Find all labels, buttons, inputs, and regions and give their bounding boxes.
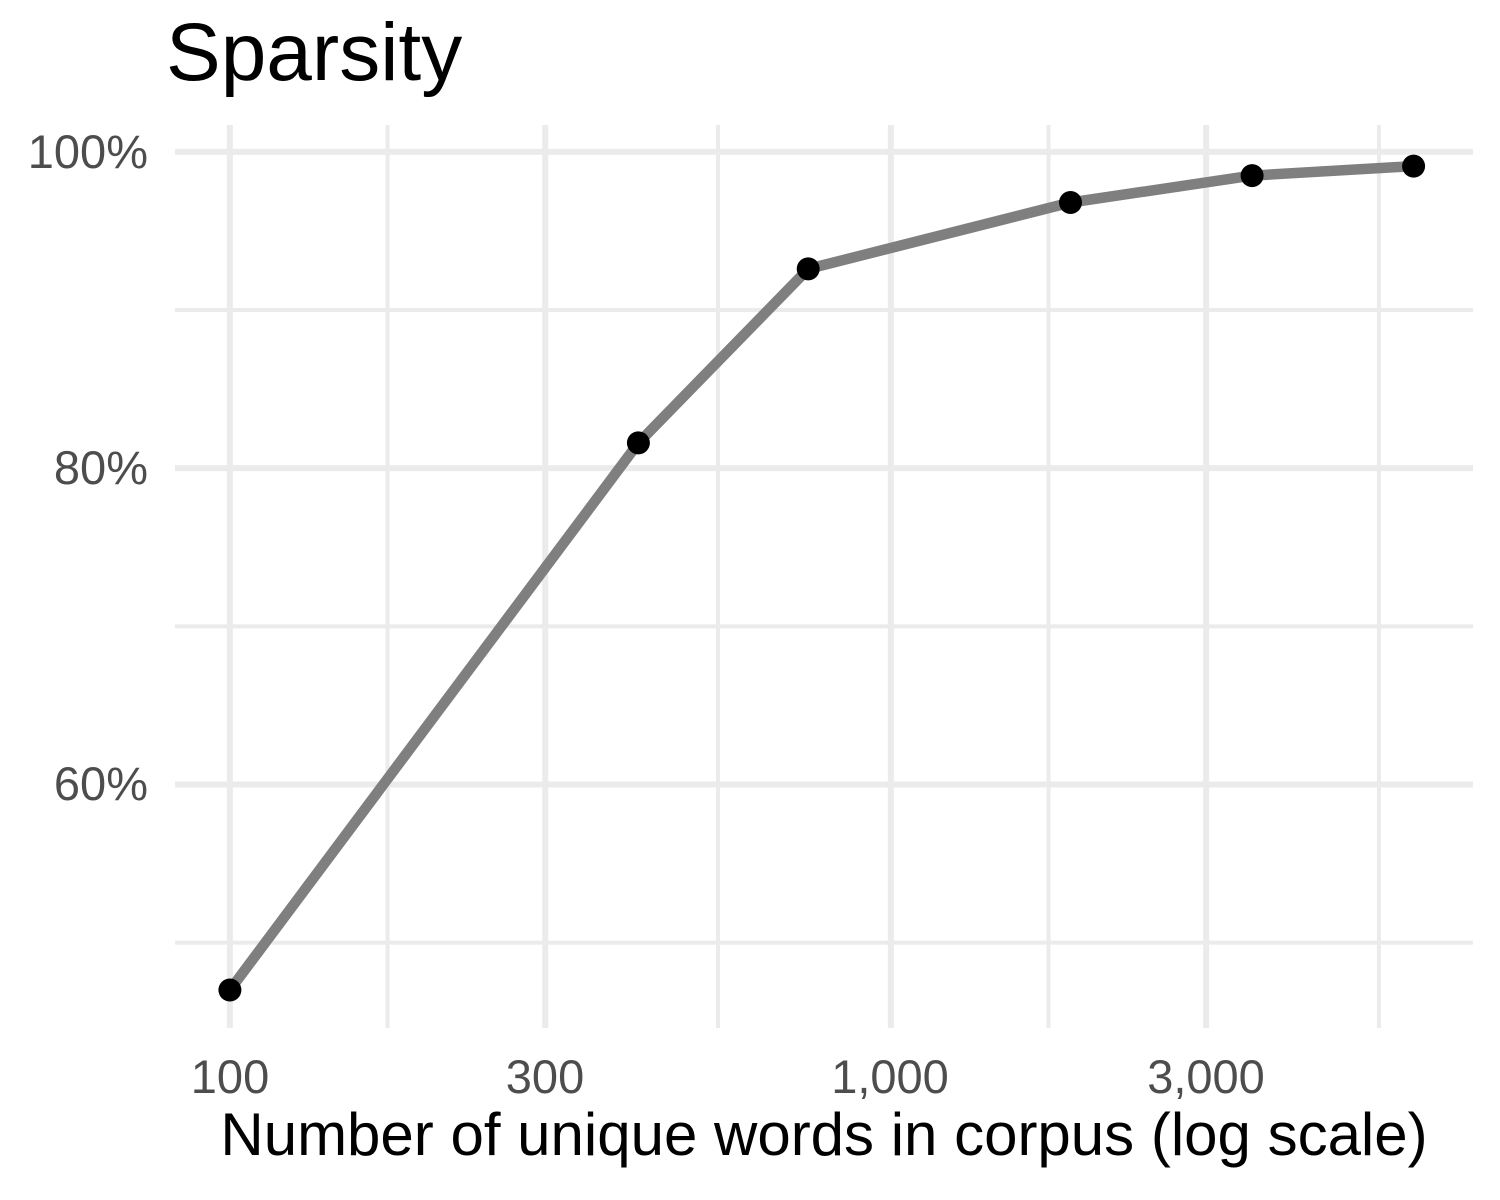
data-point: [1240, 164, 1264, 188]
data-point: [218, 978, 242, 1002]
data-point: [626, 431, 650, 455]
x-tick-label-100: 100: [190, 1050, 270, 1103]
x-tick-label-3000: 3,000: [1147, 1050, 1265, 1103]
plot-title: Sparsity: [166, 7, 463, 98]
data-point: [1402, 154, 1426, 178]
minor-gridlines: [175, 125, 1473, 1028]
x-tick-label-1000: 1,000: [831, 1050, 949, 1103]
x-axis-title: Number of unique words in corpus (log sc…: [220, 1101, 1428, 1168]
major-gridlines: [175, 125, 1473, 1028]
y-tick-label-80: 80%: [53, 441, 148, 494]
data-point: [1059, 191, 1082, 214]
x-tick-label-300: 300: [505, 1050, 585, 1103]
data-line: [224, 160, 1419, 996]
y-tick-label-60: 60%: [53, 757, 148, 810]
data-point: [796, 257, 820, 281]
y-tick-label-100: 100%: [27, 125, 148, 178]
data-series: [218, 154, 1426, 1002]
